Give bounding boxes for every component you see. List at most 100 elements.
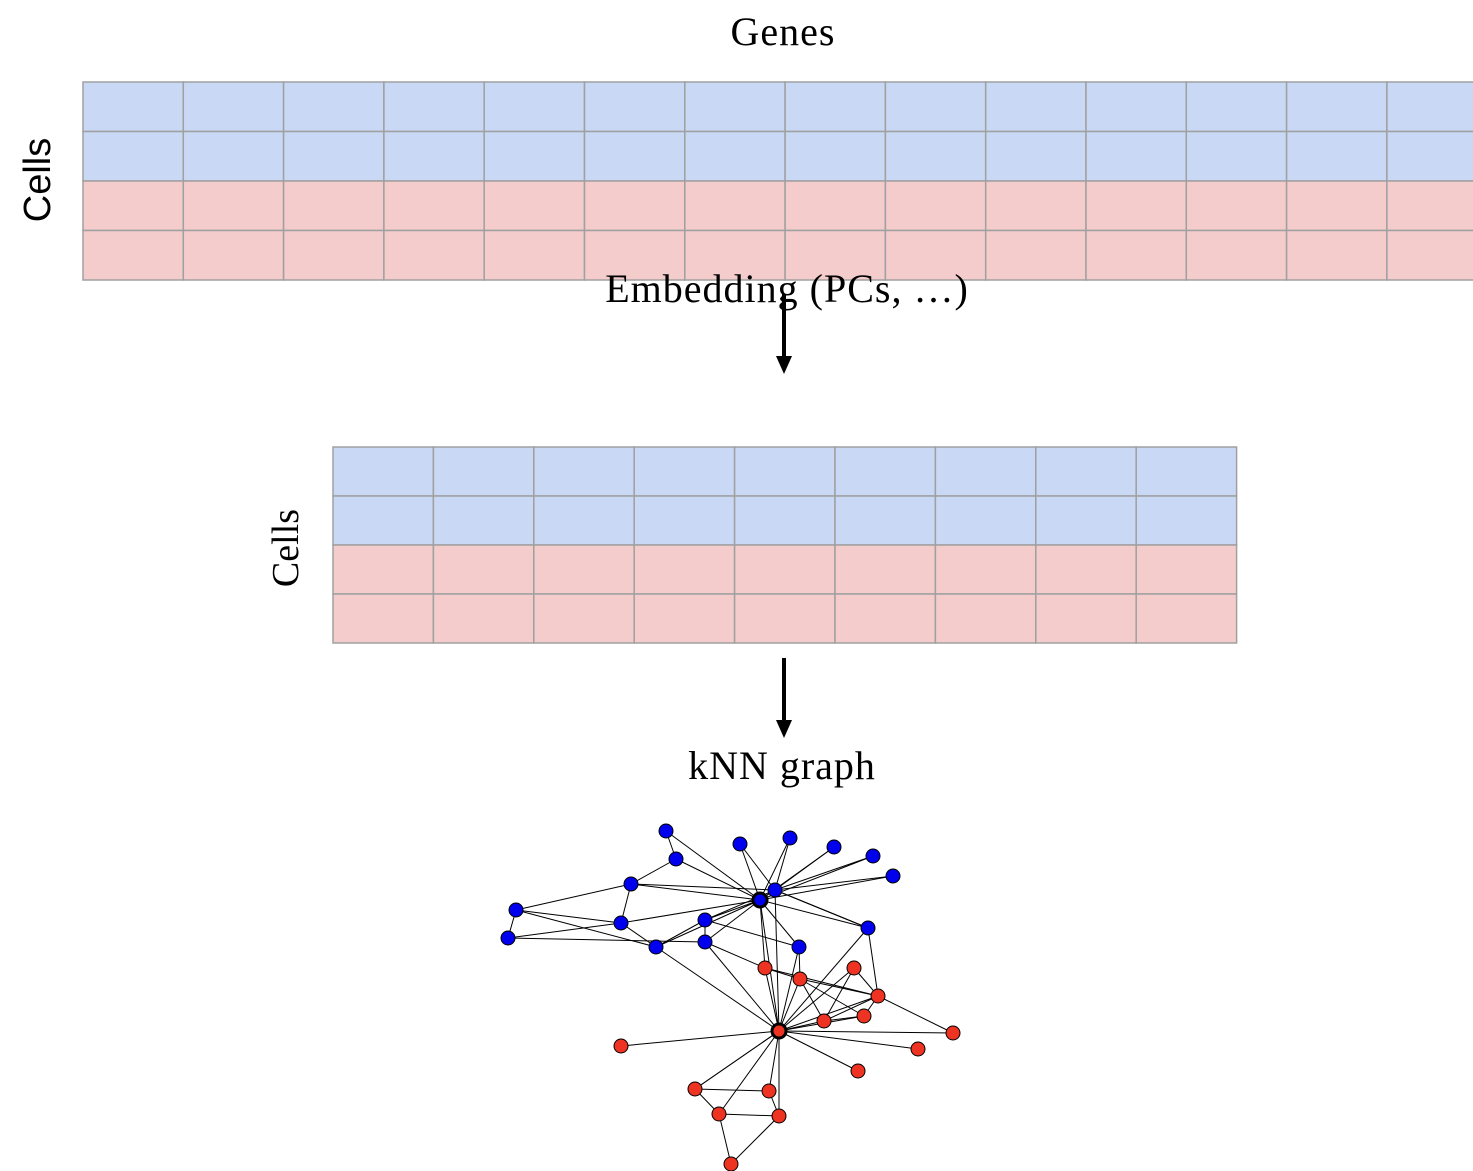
embedding-matrix-cell [733, 495, 836, 546]
graph-edge [823, 995, 879, 1022]
embedding-matrix-cell [834, 446, 937, 497]
embedding-matrix-cell [432, 495, 535, 546]
graph-edge [778, 946, 800, 1032]
graph-edge [768, 1030, 780, 1092]
graph-edge [630, 883, 776, 891]
embedding-matrix-cell [332, 544, 435, 595]
embedding-matrix-cell [1035, 593, 1137, 644]
embedding-matrix-cell [733, 446, 836, 497]
embedding-matrix-cell [834, 544, 937, 595]
arrow-down-1 [776, 294, 792, 374]
graph-edge [507, 922, 622, 939]
embedding-matrix-cell [834, 495, 937, 546]
embedding-matrix-cell [332, 446, 435, 497]
graph-edge [630, 883, 761, 901]
gene-matrix-cell [784, 180, 887, 232]
gene-matrix-cell [784, 229, 887, 281]
embedding-matrix [332, 446, 1238, 644]
graph-node-blue [500, 930, 516, 946]
gene-matrix-cell [984, 229, 1087, 281]
gene-matrix-cell [984, 130, 1087, 182]
graph-node-red [870, 988, 886, 1004]
gene-matrix-cell [684, 180, 786, 232]
gene-matrix-cell [82, 180, 185, 232]
graph-node-blue [613, 915, 629, 931]
graph-edge [759, 899, 766, 969]
gene-matrix-cell [1285, 229, 1388, 281]
graph-node-blue [860, 920, 876, 936]
gene-matrix-cell [1285, 81, 1388, 133]
gene-matrix-cell [1185, 180, 1288, 232]
graph-edge [704, 919, 800, 948]
embedding-matrix-cell [934, 495, 1037, 546]
gene-matrix-cell [1085, 81, 1188, 133]
gene-matrix-cell [282, 130, 385, 182]
graph-node-red [770, 1022, 788, 1040]
graph-edge [759, 899, 869, 929]
gene-matrix-cell [182, 180, 285, 232]
knn-graph-title: kNN graph [688, 743, 876, 788]
graph-edge [877, 995, 954, 1034]
graph-node-red [687, 1081, 703, 1097]
gene-matrix-cell [784, 130, 887, 182]
embedding-matrix-cell [533, 544, 635, 595]
genes-title: Genes [731, 9, 836, 54]
gene-matrix-cell [1386, 81, 1473, 133]
graph-edge [718, 1030, 780, 1115]
gene-matrix-cell [583, 81, 686, 133]
gene-matrix-cell [182, 229, 285, 281]
embedding-matrix-cell [1135, 544, 1238, 595]
embedding-matrix-cell [633, 446, 736, 497]
gene-matrix-cell [884, 81, 987, 133]
graph-node-red [711, 1106, 727, 1122]
graph-node-blue [767, 882, 783, 898]
embedding-matrix-cell [1035, 544, 1137, 595]
graph-edge [507, 937, 706, 943]
arrow-down-2 [776, 658, 792, 738]
graph-node-blue [865, 848, 881, 864]
graph-node-blue [668, 851, 684, 867]
gene-matrix-cell [684, 81, 786, 133]
embedding-matrix-cell [1135, 593, 1238, 644]
graph-node-blue [658, 823, 674, 839]
graph-edge [739, 843, 776, 891]
graph-node-blue [782, 830, 798, 846]
gene-matrix-cell [383, 81, 485, 133]
gene-matrix-cell [483, 229, 586, 281]
graph-node-blue [885, 868, 901, 884]
embedding-matrix-cell [633, 593, 736, 644]
embedding-matrix-cell [934, 544, 1037, 595]
gene-matrix-cell [182, 81, 285, 133]
gene-matrix-cell [483, 180, 586, 232]
gene-matrix-cell [1085, 229, 1188, 281]
graph-edge [704, 899, 761, 921]
gene-matrix-cell [984, 81, 1087, 133]
graph-nodes [500, 823, 961, 1171]
embedding-matrix-cell [633, 544, 736, 595]
graph-edge [655, 946, 780, 1032]
gene-matrix-cell [1285, 130, 1388, 182]
graph-node-blue [791, 939, 807, 955]
gene-matrix-cell [684, 130, 786, 182]
gene-matrix-cell [282, 180, 385, 232]
graph-node-red [910, 1041, 926, 1057]
gene-matrix-cell [1386, 180, 1473, 232]
graph-edge [704, 899, 761, 943]
graph-edge [799, 978, 865, 1017]
graph-edge [759, 899, 800, 948]
cells-label-top: Cells [17, 138, 59, 222]
graph-edge [778, 978, 801, 1032]
gene-matrix-cell [1185, 81, 1288, 133]
embedding-matrix-cell [533, 593, 635, 644]
graph-edge [515, 909, 657, 948]
gene-matrix-cell [483, 130, 586, 182]
graph-node-red [792, 971, 808, 987]
gene-matrix-cell [583, 130, 686, 182]
graph-node-blue [508, 902, 524, 918]
graph-node-blue [648, 939, 664, 955]
gene-expression-matrix [82, 81, 1473, 281]
gene-matrix-cell [1386, 130, 1473, 182]
embedding-matrix-cell [332, 495, 435, 546]
graph-node-blue [697, 912, 713, 928]
graph-node-red [771, 1108, 787, 1124]
